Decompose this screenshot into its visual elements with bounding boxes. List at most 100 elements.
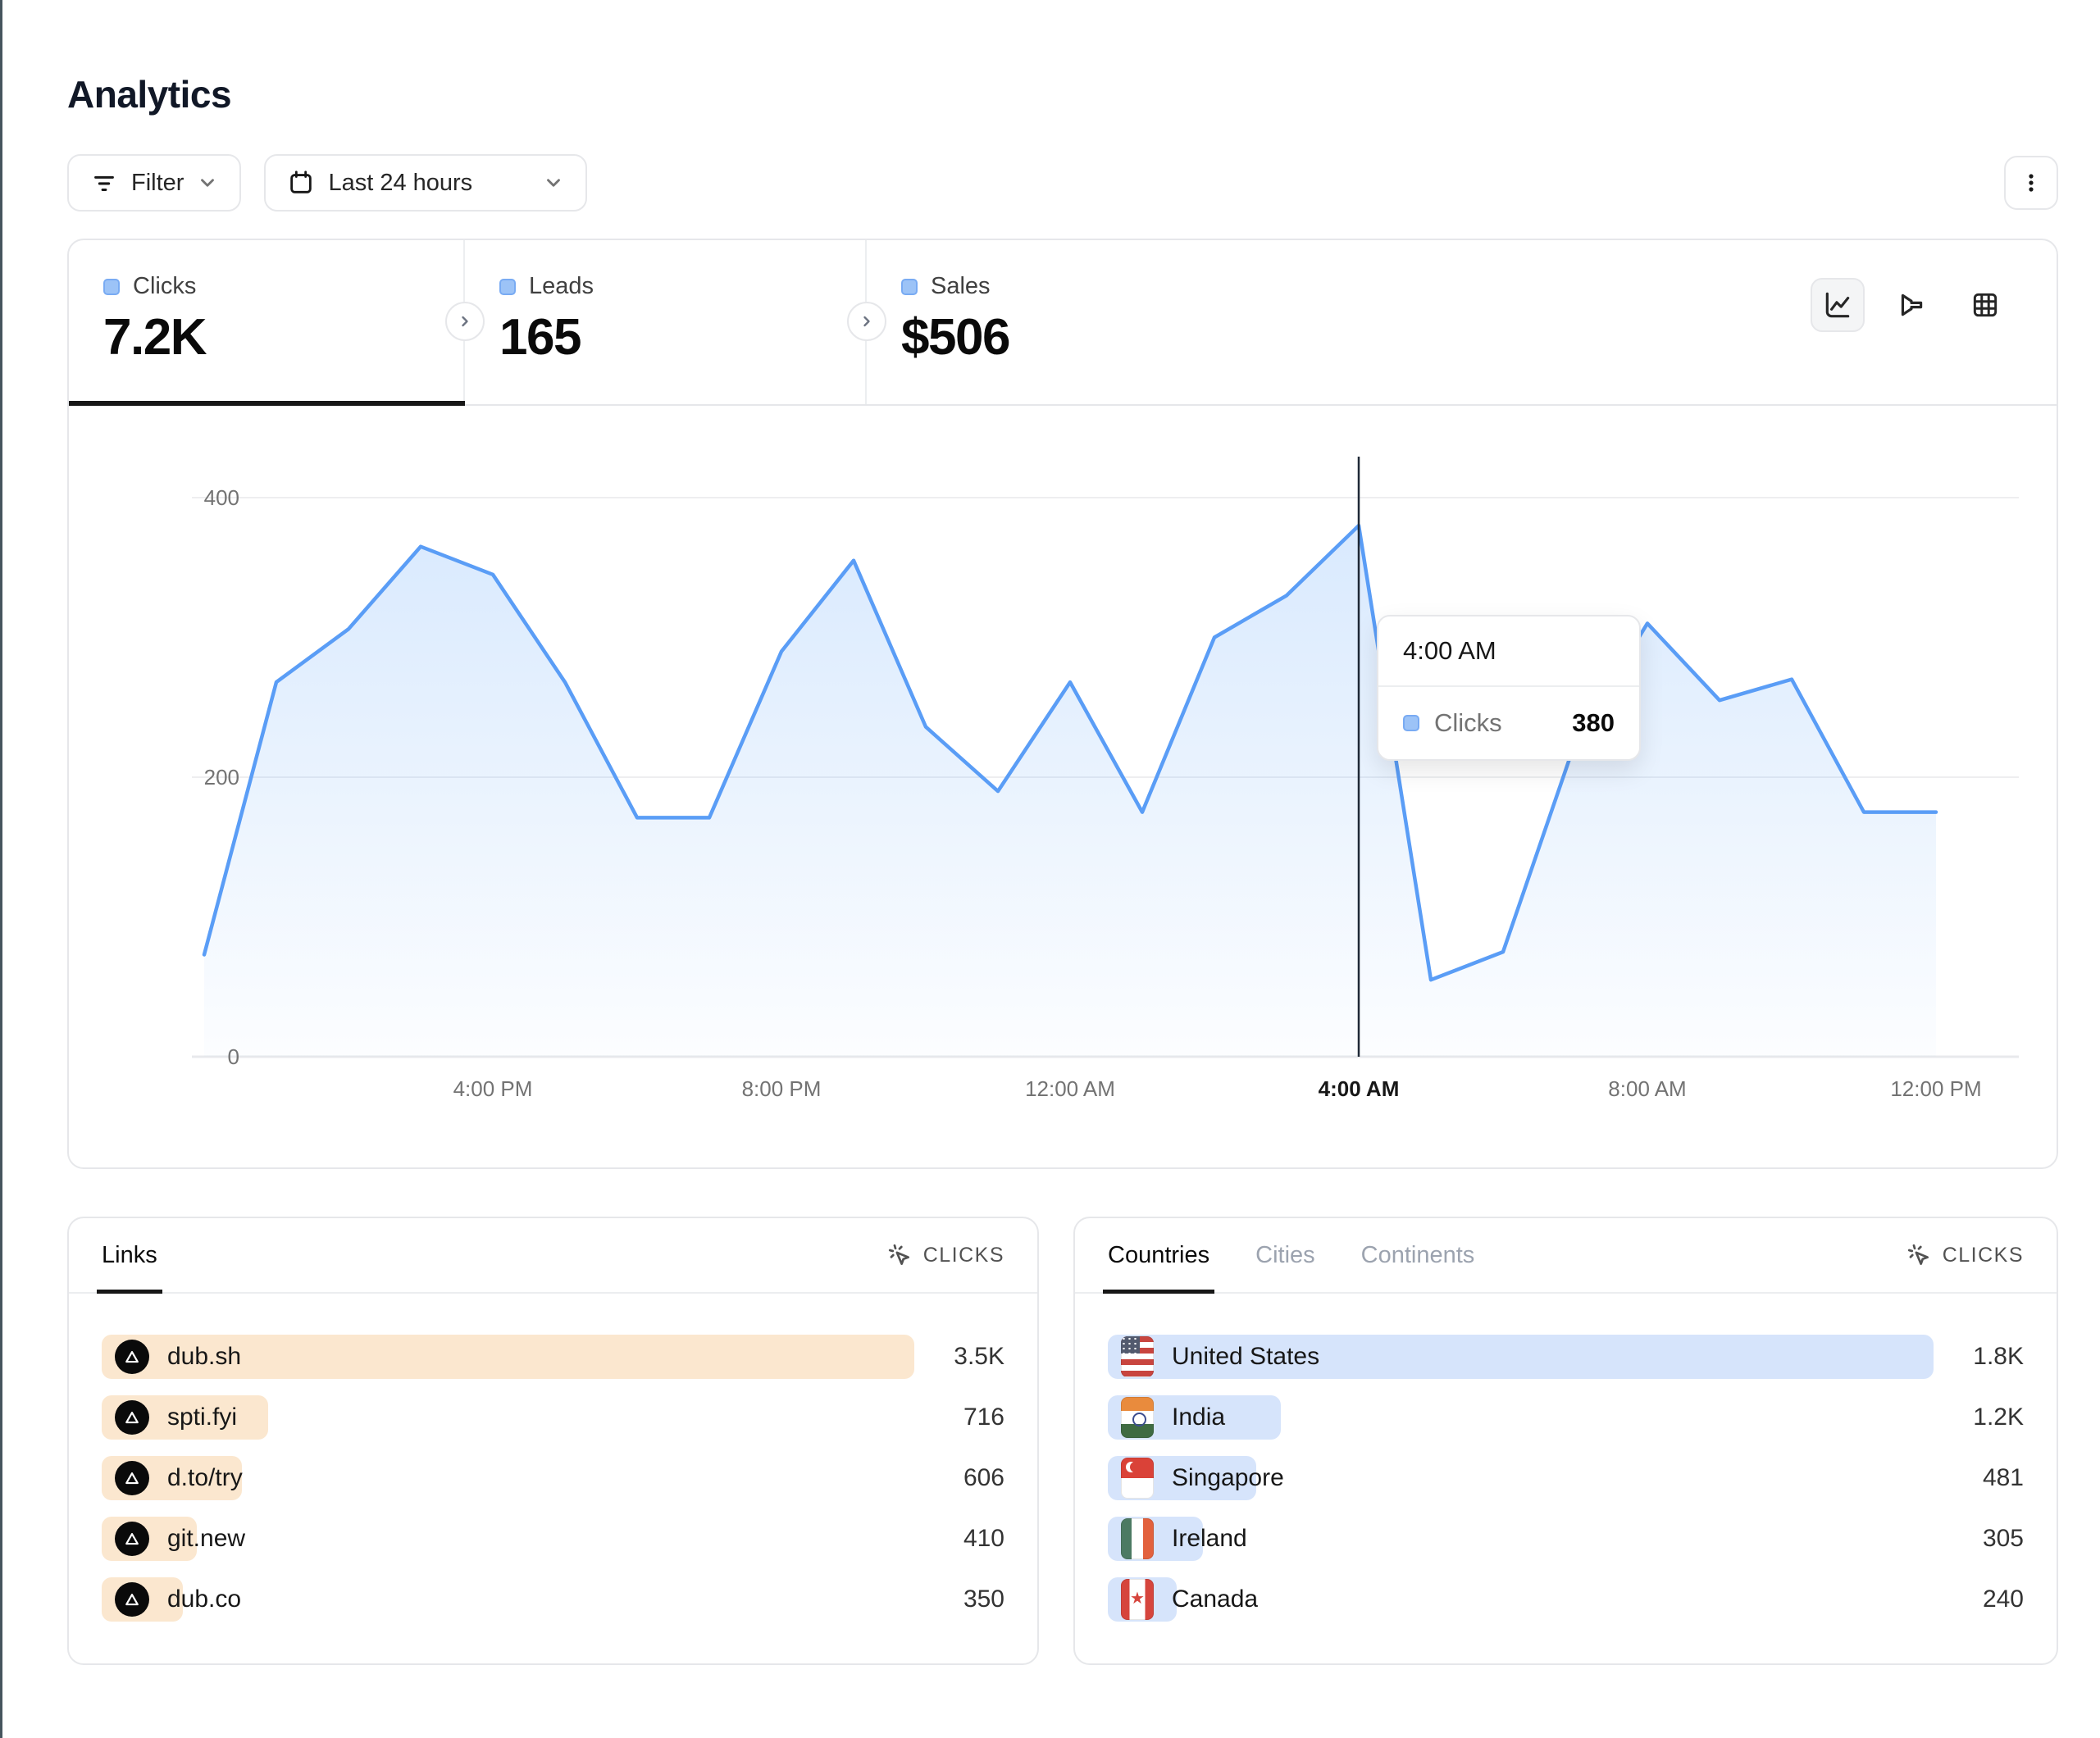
flag-us-icon (1121, 1336, 1154, 1377)
calendar-icon (287, 169, 315, 197)
item-content: Canada (1108, 1577, 1258, 1622)
x-axis-tick: 8:00 AM (1608, 1076, 1686, 1101)
item-label: dub.co (167, 1586, 242, 1613)
tooltip-legend-swatch (1403, 715, 1419, 731)
item-bar-zone: Singapore (1108, 1456, 1934, 1500)
cursor-click-icon (1907, 1244, 1929, 1265)
dub-favicon (115, 1461, 149, 1495)
analytics-card: Clicks 7.2K Leads 165 Sales $506 (67, 239, 2058, 1169)
item-content: India (1108, 1395, 1225, 1440)
date-range-button[interactable]: Last 24 hours (264, 154, 588, 212)
item-bar-zone: United States (1108, 1335, 1934, 1379)
item-label: United States (1172, 1343, 1320, 1370)
item-bar-zone: spti.fyi (102, 1395, 914, 1440)
links-metric-label: CLICKS (922, 1243, 1004, 1267)
item-content: dub.sh (102, 1335, 241, 1379)
item-content: Singapore (1108, 1456, 1284, 1500)
item-value: 3.5K (954, 1343, 1004, 1370)
item-label: git.new (167, 1525, 246, 1552)
item-bar (1108, 1335, 1934, 1379)
tab-links[interactable]: Links (97, 1218, 162, 1294)
flag-in-icon (1121, 1397, 1154, 1438)
list-item[interactable]: dub.co 350 (102, 1577, 1004, 1622)
item-bar-zone: git.new (102, 1517, 914, 1561)
sales-legend-swatch (901, 278, 918, 295)
table-view-toggle-button[interactable] (1958, 278, 2012, 332)
list-item[interactable]: Singapore 481 (1108, 1456, 2024, 1500)
item-bar-zone: dub.sh (102, 1335, 914, 1379)
filter-button[interactable]: Filter (67, 154, 242, 212)
filter-icon (90, 169, 118, 197)
x-axis-tick: 12:00 PM (1890, 1076, 1981, 1101)
tab-clicks[interactable]: Clicks 7.2K (69, 240, 465, 404)
tab-cities[interactable]: Cities (1255, 1241, 1315, 1268)
item-bar-zone: Canada (1108, 1577, 1934, 1622)
window-edge-divider (0, 0, 2, 1738)
expand-leads-button[interactable] (847, 302, 886, 341)
item-content: dub.co (102, 1577, 241, 1622)
item-bar (102, 1335, 914, 1379)
metric-tabs: Clicks 7.2K Leads 165 Sales $506 (69, 240, 2057, 406)
funnel-chart-toggle-button[interactable] (1884, 278, 1938, 332)
item-value: 1.2K (1973, 1404, 2024, 1431)
clicks-legend-swatch (103, 278, 120, 295)
cursor-click-icon (888, 1244, 909, 1265)
tab-leads[interactable]: Leads 165 (465, 240, 867, 404)
list-item[interactable]: Canada 240 (1108, 1577, 2024, 1622)
item-value: 305 (1982, 1525, 2024, 1552)
list-item[interactable]: git.new 410 (102, 1517, 1004, 1561)
x-axis-tick: 12:00 AM (1025, 1076, 1115, 1101)
chart-type-toggle (1811, 278, 2012, 332)
item-label: India (1172, 1404, 1226, 1431)
list-item[interactable]: United States 1.8K (1108, 1335, 2024, 1379)
tab-countries[interactable]: Countries (1102, 1218, 1215, 1294)
links-metric-selector[interactable]: CLICKS (887, 1243, 1004, 1267)
item-bar-zone: d.to/try (102, 1456, 914, 1500)
geo-metric-label: CLICKS (1942, 1243, 2024, 1267)
y-axis-tick: 200 (204, 765, 239, 789)
kebab-menu-icon (2018, 170, 2044, 196)
clicks-tab-value: 7.2K (103, 309, 207, 366)
dub-favicon (115, 1522, 149, 1556)
tab-sales[interactable]: Sales $506 (867, 240, 2057, 404)
active-tab-underline (69, 401, 465, 406)
item-value: 481 (1982, 1464, 2024, 1491)
clicks-tab-label: Clicks (133, 273, 197, 299)
flag-ca-icon (1121, 1579, 1154, 1620)
list-item[interactable]: dub.sh 3.5K (102, 1335, 1004, 1379)
toolbar: Filter Last 24 hours (67, 154, 2058, 212)
list-item[interactable]: India 1.2K (1108, 1395, 2024, 1440)
geo-panel: Countries Cities Continents CLICKS Unite… (1073, 1217, 2058, 1665)
geo-metric-selector[interactable]: CLICKS (1906, 1243, 2024, 1267)
item-bar-zone: India (1108, 1395, 1934, 1440)
filter-button-label: Filter (131, 169, 184, 196)
flag-ie-icon (1121, 1518, 1154, 1559)
tab-continents[interactable]: Continents (1360, 1241, 1475, 1268)
x-axis-tick: 8:00 PM (742, 1076, 822, 1101)
item-label: Singapore (1172, 1464, 1284, 1491)
item-bar-zone: Ireland (1108, 1517, 1934, 1561)
item-label: d.to/try (167, 1464, 243, 1491)
item-value: 716 (963, 1404, 1004, 1431)
flag-sg-icon (1121, 1458, 1154, 1499)
list-item[interactable]: Ireland 305 (1108, 1517, 2024, 1561)
item-bar-zone: dub.co (102, 1577, 914, 1622)
item-label: spti.fyi (167, 1404, 238, 1431)
date-range-label: Last 24 hours (328, 169, 473, 196)
chevron-down-icon (543, 172, 564, 193)
item-content: git.new (102, 1517, 245, 1561)
x-axis-tick: 4:00 PM (453, 1076, 533, 1101)
more-options-button[interactable] (2004, 156, 2058, 210)
list-item[interactable]: d.to/try 606 (102, 1456, 1004, 1500)
chevron-down-icon (197, 172, 218, 193)
funnel-icon (1901, 293, 1923, 316)
item-label: dub.sh (167, 1343, 242, 1370)
tooltip-value: 380 (1572, 708, 1615, 737)
expand-clicks-button[interactable] (445, 302, 485, 341)
item-value: 1.8K (1973, 1343, 2024, 1370)
list-item[interactable]: spti.fyi 716 (102, 1395, 1004, 1440)
item-content: spti.fyi (102, 1395, 237, 1440)
line-chart-toggle-button[interactable] (1811, 278, 1865, 332)
